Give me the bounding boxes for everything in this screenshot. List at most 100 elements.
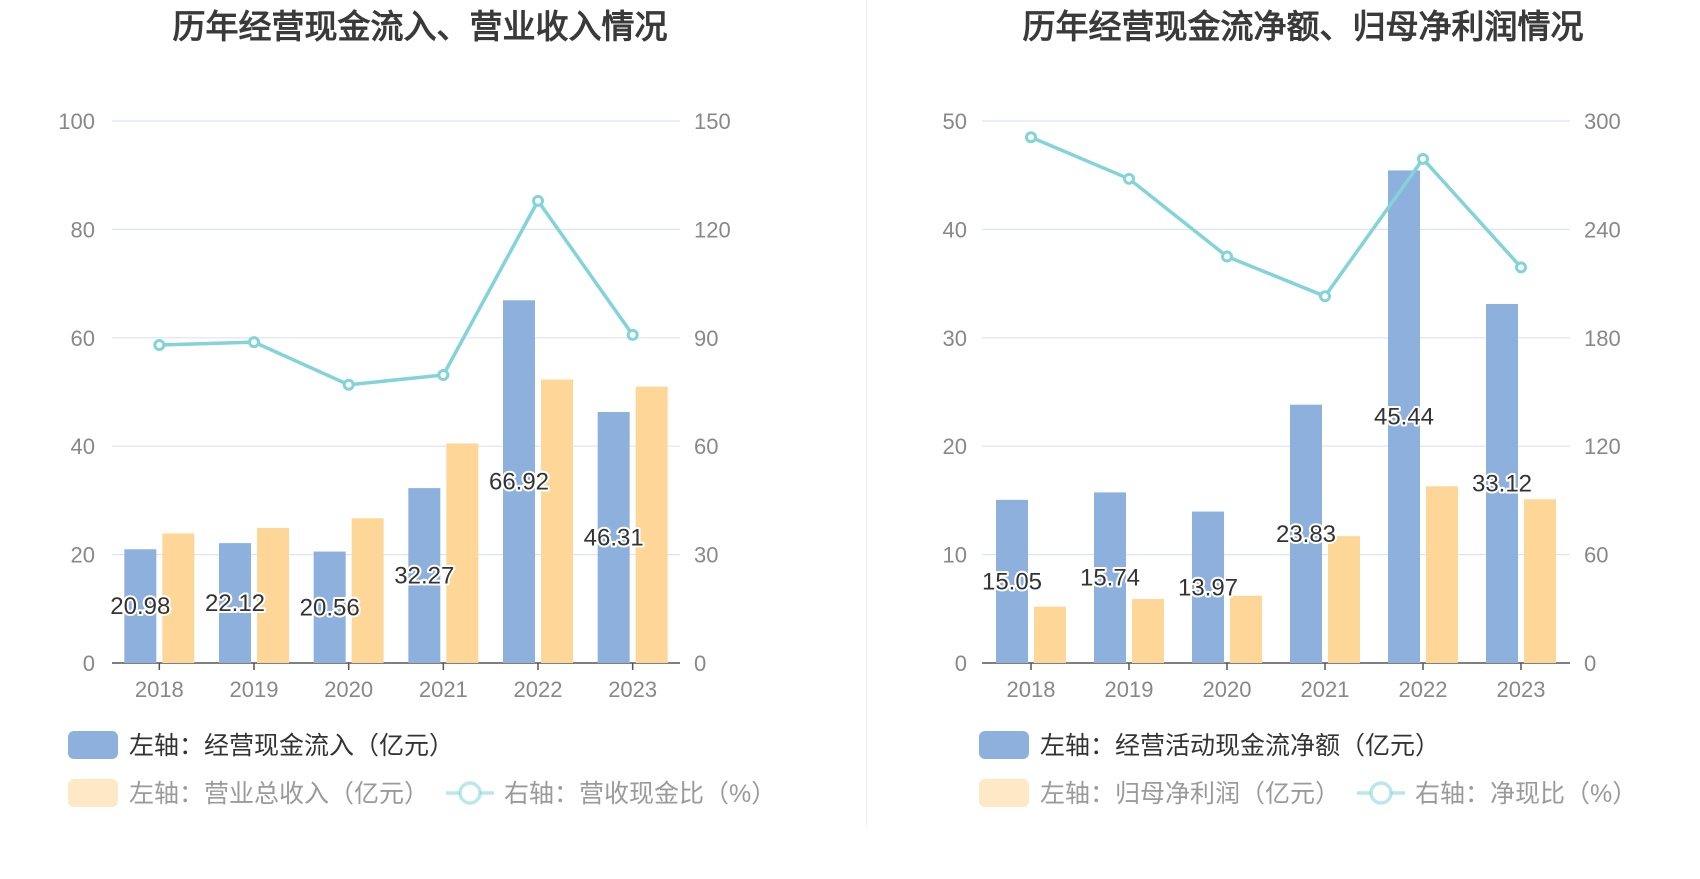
x-axis-tick-label: 2019	[230, 677, 279, 702]
x-axis-tick-label: 2020	[324, 677, 373, 702]
legend-item[interactable]: 左轴：营业总收入（亿元）	[68, 779, 429, 808]
legend-item[interactable]: 左轴：归母净利润（亿元）	[979, 779, 1340, 808]
bar-primary	[503, 300, 535, 663]
left-axis-tick-label: 20	[71, 543, 95, 568]
x-axis-tick-label: 2019	[1105, 677, 1154, 702]
bar-primary	[124, 549, 157, 663]
bar-data-label: 45.44	[1374, 404, 1434, 431]
bar-primary	[219, 543, 251, 663]
right-axis-tick-label: 0	[1584, 651, 1596, 676]
left-axis-tick-label: 60	[71, 326, 95, 351]
left-axis-tick-label: 100	[58, 109, 95, 134]
left-axis-tick-label: 30	[943, 326, 967, 351]
left-axis-tick-label: 0	[83, 651, 95, 676]
legend-item[interactable]: 右轴：营收现金比（%）	[446, 780, 776, 808]
bar-primary	[1094, 492, 1126, 663]
left-axis-tick-label: 40	[943, 217, 967, 242]
right-axis-tick-label: 0	[694, 651, 706, 676]
bar-data-label: 23.83	[1276, 521, 1336, 548]
x-axis-tick-label: 2022	[514, 677, 563, 702]
right-axis-tick-label: 120	[1584, 434, 1621, 459]
line-point	[153, 339, 166, 352]
line-point	[1025, 131, 1037, 144]
bar-data-label: 13.97	[1178, 574, 1238, 601]
bar-data-label: 46.31	[584, 524, 644, 551]
bar-primary	[1388, 170, 1420, 663]
bar-secondary	[1524, 499, 1556, 663]
line-point	[1515, 261, 1527, 274]
line-point	[437, 369, 450, 382]
left-axis-tick-label: 20	[943, 434, 967, 459]
left-axis-tick-label: 10	[943, 543, 967, 568]
line-point	[1123, 172, 1135, 185]
bar-data-label: 15.74	[1080, 565, 1140, 592]
legend-label: 左轴：归母净利润（亿元）	[1040, 780, 1340, 808]
x-axis-tick-label: 2023	[608, 677, 657, 702]
bar-secondary	[1034, 606, 1066, 663]
legend-swatch	[979, 779, 1029, 807]
panel-divider	[866, 0, 867, 825]
bar-secondary	[1426, 486, 1458, 663]
right-axis-tick-label: 240	[1584, 217, 1621, 242]
x-axis-tick-label: 2020	[1203, 677, 1252, 702]
legend-item[interactable]: 左轴：经营现金流入（亿元）	[68, 731, 454, 760]
left-axis-tick-label: 80	[71, 217, 95, 242]
right-axis-tick-label: 30	[694, 543, 718, 568]
bar-data-label: 32.27	[394, 563, 454, 590]
bar-primary	[408, 488, 441, 663]
legend-item[interactable]: 左轴：经营活动现金流净额（亿元）	[979, 731, 1440, 760]
left-axis-tick-label: 40	[71, 434, 95, 459]
line-series	[1030, 135, 1523, 298]
left-axis-tick-label: 0	[955, 651, 967, 676]
chart-2: 历年经营现金流净额、归母净利润情况 0 0 10 60 20 120 30 180 40 240 50…	[943, 8, 1638, 808]
line-point	[248, 336, 260, 349]
bar-data-label: 15.05	[982, 568, 1042, 595]
legend-line-marker	[1369, 781, 1393, 805]
bar-secondary	[541, 379, 573, 663]
line-point	[532, 194, 544, 207]
legend-label: 左轴：经营现金流入（亿元）	[129, 732, 454, 760]
bar-primary	[597, 411, 630, 663]
chart-1: 历年经营现金流入、营业收入情况 0 0 20 30 40 60 60 90 80 120 100 150…	[58, 8, 776, 808]
legend-label: 左轴：经营活动现金流净额（亿元）	[1040, 732, 1440, 760]
legend-label: 右轴：净现比（%）	[1415, 780, 1637, 808]
bar-primary	[996, 499, 1028, 663]
legend-swatch	[68, 731, 118, 759]
x-axis-tick-label: 2018	[1007, 677, 1056, 702]
line-point	[626, 328, 639, 341]
bar-data-label: 66.92	[489, 469, 549, 496]
bar-secondary	[1230, 595, 1262, 663]
x-axis-tick-label: 2021	[419, 677, 468, 702]
bar-data-label: 20.98	[110, 593, 170, 620]
x-axis-tick-label: 2023	[1497, 677, 1546, 702]
x-axis-tick-label: 2022	[1399, 677, 1448, 702]
legend-swatch	[979, 731, 1029, 759]
bar-data-label: 22.12	[205, 590, 265, 617]
bar-secondary	[351, 518, 384, 663]
bar-primary	[1192, 511, 1224, 663]
right-axis-tick-label: 300	[1584, 109, 1621, 134]
right-axis-tick-label: 120	[694, 217, 731, 242]
bar-secondary	[257, 528, 289, 663]
bar-secondary	[1328, 536, 1360, 663]
bar-secondary	[446, 443, 479, 663]
legend-swatch	[68, 779, 118, 807]
bar-primary	[313, 551, 346, 663]
bar-primary	[1486, 303, 1518, 663]
bar-secondary	[162, 533, 195, 663]
bar-data-label: 33.12	[1472, 470, 1532, 497]
right-axis-tick-label: 60	[694, 434, 718, 459]
x-axis-tick-label: 2018	[135, 677, 184, 702]
line-point	[1319, 290, 1331, 303]
chart-title: 历年经营现金流入、营业收入情况	[173, 8, 668, 45]
x-axis-tick-label: 2021	[1301, 677, 1350, 702]
legend-label: 左轴：营业总收入（亿元）	[129, 780, 429, 808]
right-axis-tick-label: 150	[694, 109, 731, 134]
right-axis-tick-label: 90	[694, 326, 718, 351]
bar-secondary	[635, 386, 668, 663]
right-axis-tick-label: 60	[1584, 543, 1608, 568]
legend-item[interactable]: 右轴：净现比（%）	[1357, 780, 1637, 808]
chart-title: 历年经营现金流净额、归母净利润情况	[1023, 8, 1584, 45]
